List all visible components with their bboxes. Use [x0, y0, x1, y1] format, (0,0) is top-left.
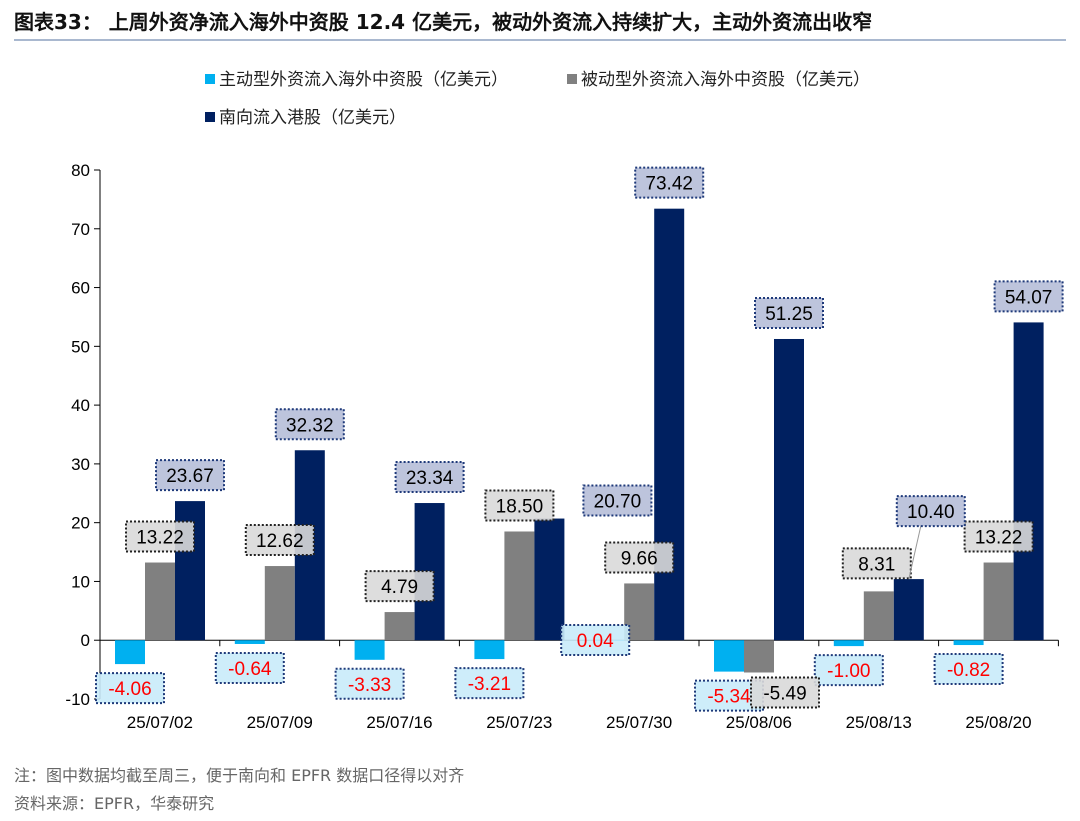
y-tick-label: -10 [65, 690, 90, 709]
data-label: 23.67 [166, 466, 214, 487]
legend-swatch [205, 112, 215, 122]
data-label: -5.49 [763, 683, 806, 704]
data-label-box [963, 520, 1034, 553]
bar [833, 640, 864, 647]
data-label: -1.00 [827, 661, 870, 682]
chart-title: 图表33： 上周外资净流入海外中资股 12.4 亿美元，被动外资流入持续扩大，主… [14, 10, 872, 34]
data-label-box [454, 667, 525, 700]
data-label: 10.40 [907, 502, 955, 523]
data-label: 4.79 [381, 577, 418, 598]
bar [354, 640, 385, 660]
bars [115, 208, 1044, 673]
data-label: -5.34 [707, 687, 751, 708]
leader-line [908, 525, 922, 580]
data-label-box [394, 461, 465, 494]
source-note: 资料来源：EPFR，华泰研究 [14, 794, 214, 813]
data-label-box [993, 280, 1064, 313]
x-tick-label: 25/08/20 [965, 713, 1031, 732]
y-tick-label: 50 [71, 337, 90, 356]
data-label-box [244, 524, 315, 557]
data-label: 12.62 [256, 531, 304, 552]
data-label: 54.07 [1005, 287, 1053, 308]
data-label-box [813, 654, 884, 687]
data-label: -0.82 [947, 660, 990, 681]
bar [504, 531, 535, 641]
x-tick-label: 25/07/02 [127, 713, 193, 732]
data-label-box [560, 623, 631, 656]
bar [953, 640, 984, 646]
data-label-box [933, 653, 1004, 686]
legend-swatch [567, 74, 577, 84]
legend-label: 被动型外资流入海外中资股（亿美元） [581, 70, 870, 90]
data-label-box [95, 672, 165, 705]
data-label-box [125, 520, 195, 553]
bar [474, 640, 505, 660]
y-tick-label: 40 [71, 396, 90, 415]
data-label-box [334, 667, 405, 700]
data-label: -4.06 [108, 679, 151, 700]
data-label-box [274, 408, 345, 441]
data-label: -3.33 [348, 675, 391, 696]
y-tick-label: 70 [71, 220, 90, 239]
y-tick-label: 10 [71, 572, 90, 591]
data-labels: -4.06 -0.64 -3.33 -3.21 0.04 -5.34 -1.00 -0.82 1… [95, 166, 1064, 712]
x-tick-label: 25/08/13 [846, 713, 912, 732]
bar [115, 640, 145, 665]
y-tick-label: 0 [81, 631, 90, 650]
data-label: 0.04 [577, 631, 614, 652]
y-tick-label: 20 [71, 514, 90, 533]
data-label: 73.42 [645, 174, 693, 195]
legend-label: 主动型外资流入海外中资股（亿美元） [219, 70, 508, 90]
data-label-box [754, 296, 824, 329]
bar [1013, 322, 1044, 641]
data-label-box [841, 547, 912, 580]
data-label: 8.31 [858, 554, 895, 575]
data-label-box [582, 484, 653, 517]
x-tick-label: 25/07/30 [606, 713, 672, 732]
data-label: 32.32 [286, 415, 334, 436]
data-label: -0.64 [228, 659, 272, 680]
x-tick-label: 25/07/16 [366, 713, 432, 732]
bar [384, 612, 415, 641]
y-tick-label: 60 [71, 279, 90, 298]
data-label: 13.22 [136, 528, 184, 549]
data-label-box [634, 166, 705, 199]
axes: -10 0 10 20 30 40 50 60 70 80 25/07/02 25/07/09 25/0… [65, 161, 1059, 732]
legend-label: 南向流入港股（亿美元） [219, 108, 406, 128]
bar [714, 640, 744, 672]
data-label: 9.66 [621, 548, 658, 569]
data-label: 18.50 [496, 496, 544, 517]
bar [264, 566, 295, 641]
x-tick-label: 25/07/23 [486, 713, 552, 732]
legend: 主动型外资流入海外中资股（亿美元） 被动型外资流入海外中资股（亿美元） 南向流入港股… [205, 70, 870, 128]
data-label: 20.70 [594, 492, 642, 513]
data-label-box [604, 541, 675, 574]
legend-swatch [205, 74, 215, 84]
x-tick-label: 25/07/09 [247, 713, 313, 732]
x-tick-label: 25/08/06 [726, 713, 792, 732]
data-label: 13.22 [975, 528, 1023, 549]
bar [774, 338, 804, 641]
data-label-box [155, 459, 225, 492]
bar [893, 579, 924, 641]
data-label-box [895, 495, 966, 528]
data-label: 51.25 [765, 304, 813, 325]
footnote: 注：图中数据均截至周三，便于南向和 EPFR 数据口径得以对齐 [14, 766, 464, 785]
bar [654, 208, 685, 641]
data-label-box [214, 651, 285, 684]
bar [534, 518, 565, 641]
y-tick-label: 30 [71, 455, 90, 474]
bar [983, 562, 1014, 641]
bar [145, 562, 175, 641]
data-label-box [484, 489, 555, 522]
data-label-box [364, 570, 435, 603]
data-label: 23.34 [406, 468, 454, 489]
bar [234, 640, 265, 644]
data-label-box [750, 676, 820, 709]
bar [744, 640, 774, 673]
y-tick-label: 80 [71, 161, 90, 180]
data-label: -3.21 [468, 674, 511, 695]
bar [863, 591, 894, 641]
